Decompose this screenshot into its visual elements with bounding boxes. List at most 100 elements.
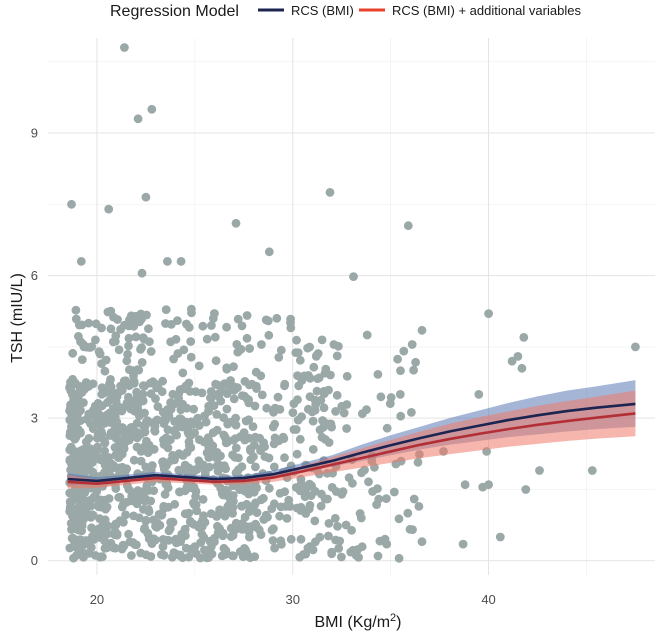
regression-line-rcs-bmi (67, 402, 636, 483)
scatter-point (330, 513, 340, 523)
scatter-point (237, 391, 247, 400)
scatter-point (218, 531, 228, 541)
scatter-point (229, 394, 239, 404)
scatter-point (280, 453, 289, 463)
scatter-point (226, 532, 236, 542)
x-tick-label: 40 (481, 592, 495, 607)
scatter-point (142, 417, 151, 427)
scatter-point (353, 545, 363, 554)
scatter-point (197, 388, 207, 398)
scatter-points (65, 43, 640, 563)
scatter-point (132, 433, 142, 443)
scatter-point (256, 371, 266, 381)
scatter-point (68, 348, 78, 358)
scatter-point (276, 502, 286, 512)
scatter-point (381, 494, 391, 503)
scatter-point (146, 552, 156, 561)
scatter-point (146, 389, 156, 399)
scatter-point (373, 484, 382, 493)
scatter-point (347, 525, 356, 535)
scatter-point (304, 371, 313, 380)
y-tick-label: 3 (31, 411, 38, 426)
scatter-point (120, 43, 129, 52)
scatter-point (382, 423, 392, 433)
scatter-point (189, 404, 199, 414)
scatter-point (136, 345, 145, 354)
scatter-point (414, 502, 424, 511)
scatter-point (211, 379, 221, 389)
scatter-point (124, 333, 134, 343)
scatter-point (134, 513, 144, 523)
legend-label-rcs-bmi-additional: RCS (BMI) + additional variables (392, 3, 581, 18)
scatter-point (417, 325, 427, 335)
scatter-point (157, 510, 167, 520)
scatter-point (407, 408, 416, 417)
scatter-point (117, 406, 127, 416)
scatter-point (77, 355, 87, 364)
scatter-point (382, 539, 392, 549)
scatter-point (223, 419, 233, 429)
scatter-point (132, 499, 142, 509)
scatter-point (409, 365, 418, 375)
scatter-point (339, 408, 349, 418)
scatter-point (91, 444, 100, 454)
scatter-point (200, 545, 209, 555)
scatter-point (168, 389, 178, 399)
scatter-point (169, 548, 179, 557)
scatter-point (519, 333, 529, 342)
scatter-point (210, 309, 219, 318)
scatter-point (114, 466, 124, 475)
scatter-point (88, 510, 98, 520)
scatter-point (295, 434, 305, 444)
scatter-point (220, 511, 230, 521)
scatter-point (77, 320, 87, 330)
scatter-point (389, 487, 399, 497)
scatter-point (84, 536, 93, 545)
scatter-point (331, 407, 340, 416)
scatter-point (144, 505, 153, 514)
scatter-point (80, 384, 90, 394)
scatter-point (264, 483, 274, 493)
tick-labels: 20 30 40 0 3 6 9 (31, 126, 496, 607)
scatter-point (202, 448, 212, 458)
scatter-point (130, 540, 140, 549)
scatter-point (272, 313, 282, 323)
scatter-point (321, 364, 331, 374)
scatter-point (323, 494, 332, 504)
scatter-point (127, 488, 137, 497)
scatter-point (311, 400, 321, 409)
scatter-point (123, 349, 132, 359)
scatter-point (86, 501, 96, 511)
scatter-point (245, 344, 255, 353)
scatter-point (227, 551, 237, 561)
scatter-point (97, 323, 106, 333)
scatter-point (184, 429, 194, 439)
scatter-point (233, 383, 242, 393)
scatter-point (100, 366, 110, 376)
scatter-point (94, 347, 104, 356)
scatter-point (236, 344, 246, 354)
scatter-point (325, 188, 335, 197)
scatter-point (230, 452, 240, 462)
scatter-point (111, 484, 121, 493)
scatter-point (180, 460, 190, 470)
scatter-point (250, 552, 260, 561)
scatter-point (239, 428, 249, 437)
scatter-point (146, 496, 156, 506)
scatter-point (521, 485, 531, 494)
scatter-point (237, 321, 247, 331)
scatter-point (342, 371, 352, 381)
scatter-point (274, 436, 284, 446)
scatter-point (299, 550, 308, 559)
scatter-point (181, 543, 191, 553)
scatter-point (408, 525, 417, 534)
scatter-point (180, 486, 190, 496)
scatter-point (124, 435, 134, 445)
scatter-point (293, 371, 302, 380)
scatter-point (186, 352, 196, 362)
scatter-point (257, 340, 266, 349)
scatter-point (255, 433, 265, 443)
scatter-point (224, 500, 234, 510)
y-axis-title: TSH (mIU/L) (9, 273, 26, 363)
scatter-point (237, 519, 247, 529)
